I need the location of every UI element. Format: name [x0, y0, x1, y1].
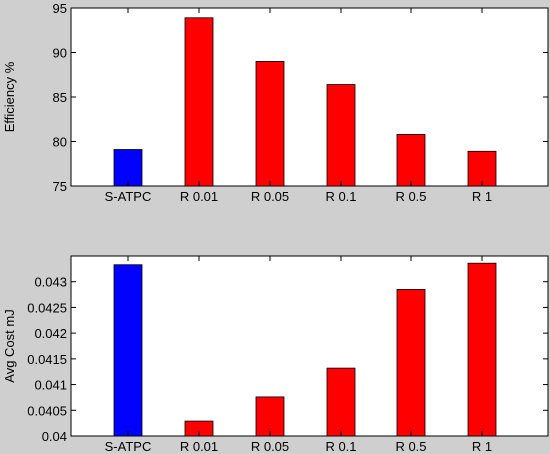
bar-r-0-01	[184, 17, 214, 187]
y-tick-label: 0.041	[34, 378, 67, 393]
y-axis-label: Avg Cost mJ	[2, 309, 17, 382]
y-axis-label: Efficiency %	[2, 61, 17, 132]
y-tick-label: 85	[53, 90, 67, 105]
x-tick-label: R 0.01	[180, 439, 218, 454]
x-tick-label: R 0.5	[395, 439, 426, 454]
bar-r-1	[467, 262, 497, 437]
x-tick-label: S-ATPC	[105, 189, 152, 204]
x-tick-label: R 0.1	[325, 439, 356, 454]
y-tick-label: 95	[53, 1, 67, 16]
y-tick-label: 0.0405	[27, 403, 67, 418]
bar-s-atpc	[113, 264, 143, 437]
y-tick-label: 0.0415	[27, 352, 67, 367]
y-tick-label: 0.043	[34, 275, 67, 290]
bar-r-1	[467, 150, 497, 187]
bar-r-0-05	[255, 396, 285, 437]
y-tick-label: 0.04	[42, 429, 67, 444]
bar-r-0-05	[255, 61, 285, 187]
chart-panel-2: 0.04 0.0405 0.041 0.0415 0.042 0.0425 0.043 S-A…	[2, 255, 549, 454]
x-tick-label: R 0.05	[251, 439, 289, 454]
bar-s-atpc	[113, 149, 143, 187]
y-tick-label: 0.0425	[27, 300, 67, 315]
chart-panel-1: 75 80 85 90 95 S-ATPC R 0.01 R 0.05 R 0.1 R 0.5 R …	[2, 1, 549, 204]
x-tick-label: R 1	[472, 189, 492, 204]
x-tick-label: S-ATPC	[105, 439, 152, 454]
bar-r-0-5	[396, 133, 426, 187]
x-tick-label: R 1	[472, 439, 492, 454]
bar-r-0-1	[326, 84, 356, 187]
bar-r-0-1	[326, 367, 356, 437]
x-tick-label: R 0.01	[180, 189, 218, 204]
y-tick-label: 0.042	[34, 326, 67, 341]
y-tick-label: 80	[53, 135, 67, 150]
bar-r-0-5	[396, 289, 426, 437]
x-tick-label: R 0.05	[251, 189, 289, 204]
y-tick-label: 90	[53, 46, 67, 61]
x-tick-label: R 0.1	[325, 189, 356, 204]
x-tick-label: R 0.5	[395, 189, 426, 204]
y-tick-label: 75	[53, 179, 67, 194]
